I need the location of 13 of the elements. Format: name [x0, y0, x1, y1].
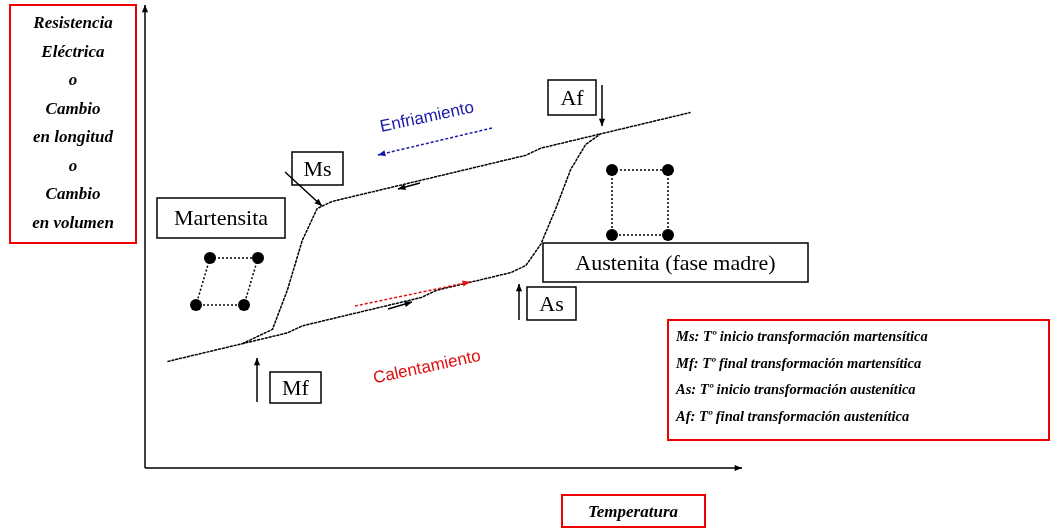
annotation: Enfriamiento	[378, 97, 476, 136]
annotation: As	[539, 290, 564, 316]
annotation: As: Tº inicio transformación austenítica	[675, 381, 916, 397]
annotation: Ms: Tº inicio transformación martensítica	[675, 328, 928, 344]
annotation: Martensita	[173, 205, 269, 230]
x-axis-title: Temperatura	[587, 502, 679, 521]
annotation: Austenita (fase madre)	[575, 249, 776, 275]
annotation: Mf: Tº final transformación martensítica	[675, 354, 922, 371]
annotation: Ms	[303, 155, 332, 181]
text: Af	[560, 84, 585, 110]
annotation: Af: Tº final transformación austenítica	[675, 407, 910, 424]
annotation: Mf	[282, 374, 310, 400]
y-axis-title: Resistencia Eléctrica o Cambio en longitud o Cambio en volumen	[32, 13, 114, 232]
